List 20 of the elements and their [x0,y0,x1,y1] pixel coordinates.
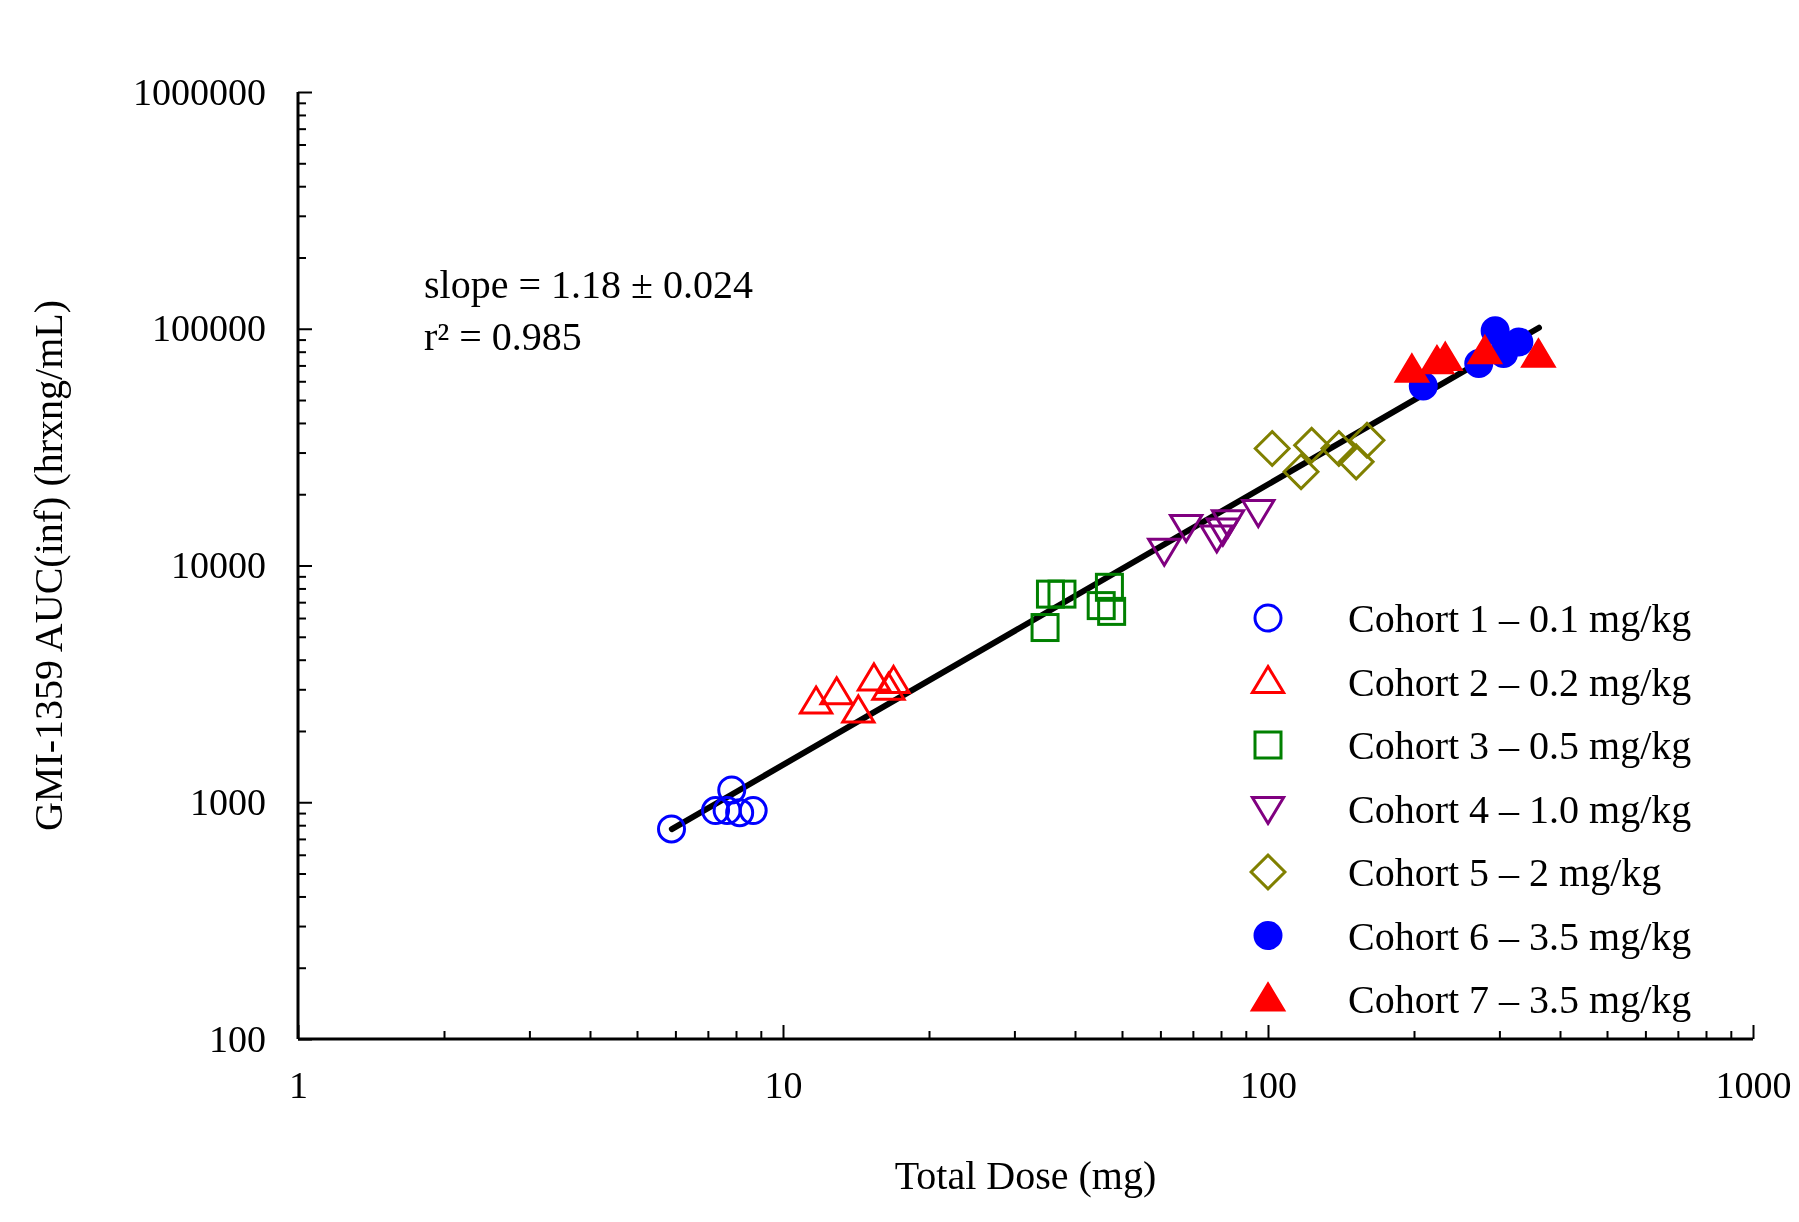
y-tick-label: 1000 [190,780,266,823]
y-tick-label: 10000 [171,544,266,587]
legend-label: Cohort 7 – 3.5 mg/kg [1348,977,1692,1022]
x-tick-label: 10 [764,1063,803,1106]
legend-label: Cohort 3 – 0.5 mg/kg [1348,723,1692,768]
y-tick-label: 100 [209,1017,266,1060]
legend-label: Cohort 6 – 3.5 mg/kg [1348,913,1692,959]
legend-label: Cohort 5 – 2 mg/kg [1348,850,1662,895]
y-axis-title: GMI-1359 AUC(inf) (hrxng/mL) [26,299,71,832]
x-axis-title: Total Dose (mg) [894,1153,1157,1198]
y-tick-label: 1000000 [133,70,266,113]
annotation: slope = 1.18 ± 0.024 [424,262,753,307]
x-tick-label: 100 [1240,1063,1297,1106]
legend-label: Cohort 4 – 1.0 mg/kg [1348,786,1692,832]
x-tick-label: 1000 [1715,1063,1792,1106]
legend-label: Cohort 1 – 0.1 mg/kg [1348,596,1692,641]
annotation: r² = 0.985 [424,314,582,359]
x-tick-label: 1 [289,1063,308,1106]
legend-label: Cohort 2 – 0.2 mg/kg [1348,659,1692,705]
y-tick-label: 100000 [152,307,266,350]
